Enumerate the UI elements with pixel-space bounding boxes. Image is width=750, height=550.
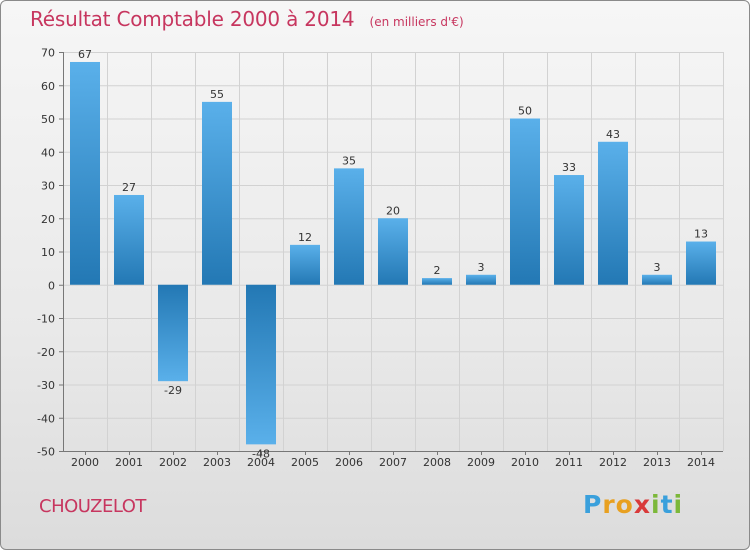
chart-subtitle: (en milliers d'€)	[369, 15, 464, 29]
bar-2002[interactable]	[158, 284, 188, 382]
logo-letter: o	[615, 490, 634, 519]
bar-2014[interactable]	[686, 241, 716, 285]
value-label: 55	[210, 88, 224, 101]
y-tick-label: -10	[37, 313, 55, 326]
x-tick-label: 2008	[423, 456, 451, 469]
bar-2004[interactable]	[246, 284, 276, 445]
y-tick-label: -20	[37, 346, 55, 359]
bar-2000[interactable]	[70, 61, 100, 285]
value-label: 12	[298, 231, 312, 244]
value-label: -29	[164, 384, 182, 397]
title-row: Résultat Comptable 2000 à 2014 (en milli…	[30, 7, 464, 31]
label-layer: 67 27 -29 55 -48 12 35 20 2 3 50 33 43 3 13	[78, 48, 708, 460]
x-tick-label: 2000	[71, 456, 99, 469]
y-tick-label: 0	[48, 279, 55, 292]
y-tick-label: 50	[41, 113, 55, 126]
y-tick-label: 70	[41, 47, 55, 60]
x-tick-label: 2014	[687, 456, 715, 469]
y-tick-label: 40	[41, 146, 55, 159]
y-tick-label: 20	[41, 213, 55, 226]
y-tick-label: 10	[41, 246, 55, 259]
chart-title: Résultat Comptable 2000 à 2014	[30, 7, 355, 31]
logo-letter: i	[651, 490, 661, 519]
x-tick-label: 2003	[203, 456, 231, 469]
bar-2012[interactable]	[598, 141, 628, 285]
bar-2005[interactable]	[290, 244, 320, 285]
value-label: 27	[122, 181, 136, 194]
value-label: 50	[518, 105, 532, 118]
x-tick-label: 2004	[247, 456, 275, 469]
x-tick-label: 2011	[555, 456, 583, 469]
logo-letter: x	[633, 490, 651, 519]
x-tick-label: 2006	[335, 456, 363, 469]
value-label: 2	[434, 264, 441, 277]
y-tick-label: 30	[41, 180, 55, 193]
logo-letter: t	[660, 490, 674, 519]
y-tick-label: -40	[37, 412, 55, 425]
x-tick-label: 2012	[599, 456, 627, 469]
bar-2007[interactable]	[378, 218, 408, 285]
x-tick-label: 2009	[467, 456, 495, 469]
bar-2011[interactable]	[554, 175, 584, 285]
x-tick-label: 2010	[511, 456, 539, 469]
x-tick-label: 2002	[159, 456, 187, 469]
bar-2006[interactable]	[334, 168, 364, 285]
bar-2003[interactable]	[202, 101, 232, 285]
y-tick-label: -30	[37, 379, 55, 392]
value-label: 3	[654, 261, 661, 274]
value-label: 20	[386, 204, 400, 217]
bar-2009[interactable]	[466, 274, 496, 285]
bar-2010[interactable]	[510, 118, 540, 285]
bar-2013[interactable]	[642, 274, 672, 285]
proxiti-logo[interactable]: Proxiti	[583, 490, 683, 519]
value-label: 67	[78, 48, 92, 61]
x-tick-label: 2005	[291, 456, 319, 469]
commune-name: CHOUZELOT	[39, 496, 146, 517]
value-label: 33	[562, 161, 576, 174]
value-label: 43	[606, 128, 620, 141]
logo-letter: P	[583, 490, 603, 519]
x-tick-label: 2001	[115, 456, 143, 469]
value-label: 3	[478, 261, 485, 274]
logo-letter: r	[602, 490, 616, 519]
y-tick-label: 60	[41, 80, 55, 93]
value-label: -48	[252, 447, 270, 460]
x-tick-label: 2013	[643, 456, 671, 469]
y-tick-label: -50	[37, 446, 55, 459]
bar-2001[interactable]	[114, 194, 144, 285]
value-label: 13	[694, 228, 708, 241]
bar-layer	[70, 61, 716, 445]
x-tick-label: 2007	[379, 456, 407, 469]
value-label: 35	[342, 154, 356, 167]
bar-2008[interactable]	[422, 278, 452, 285]
logo-letter: i	[673, 490, 684, 519]
